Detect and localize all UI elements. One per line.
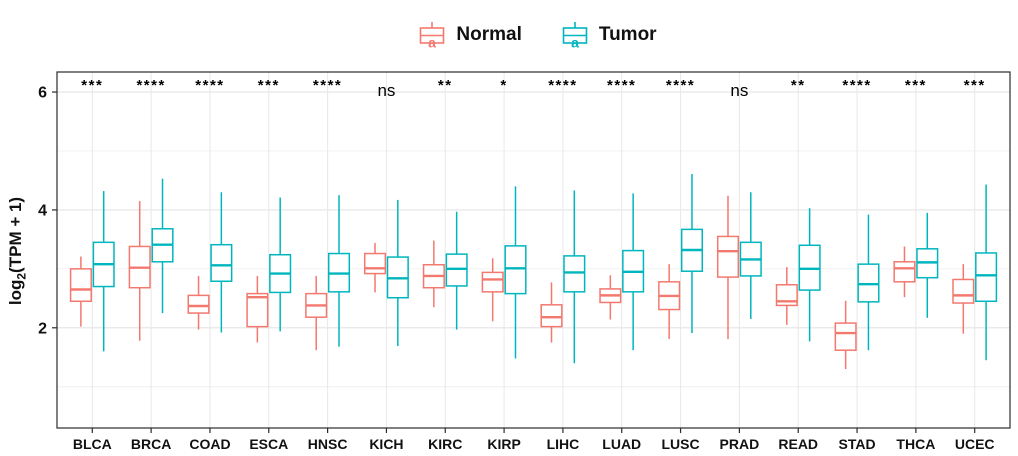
significance-label: **** (842, 77, 871, 94)
significance-label: **** (313, 77, 342, 94)
significance-label: **** (195, 77, 224, 94)
significance-label: * (500, 77, 507, 94)
x-axis-category-label: KIRP (487, 436, 520, 452)
y-tick-label: 6 (38, 85, 47, 102)
legend-label-tumor: Tumor (598, 24, 657, 45)
boxplot-box (363, 252, 387, 275)
legend-item-tumor: a Tumor (560, 20, 657, 50)
boxplot-box (716, 235, 740, 278)
legend-item-normal: a Normal (417, 20, 522, 51)
x-axis-category-label: BLCA (73, 436, 112, 452)
significance-label: **** (548, 77, 577, 94)
boxplot-box (246, 292, 269, 328)
y-tick-label: 4 (38, 202, 47, 219)
x-axis-category-label: KIRC (428, 436, 462, 452)
x-axis-category-label: THCA (896, 436, 935, 452)
x-axis-category-label: BRCA (131, 436, 171, 452)
significance-label: *** (964, 77, 986, 94)
x-axis-category-label: READ (778, 436, 818, 452)
significance-label: **** (607, 77, 636, 94)
boxplot-box (952, 278, 975, 304)
legend-key-letter: a (429, 35, 437, 51)
boxplot-box (504, 245, 527, 295)
boxplot-box (893, 261, 916, 283)
x-axis-category-label: PRAD (720, 436, 760, 452)
legend-key-letter: a (571, 35, 579, 51)
x-axis-category-label: HNSC (308, 436, 348, 452)
normal-boxplot-key-icon: a (420, 22, 445, 51)
significance-label: *** (905, 77, 927, 94)
significance-label: ** (438, 77, 453, 94)
legend: a Normal a Tumor (28, 14, 1018, 56)
x-axis-category-label: LUAD (602, 436, 641, 452)
x-axis-category-label: LUSC (662, 436, 700, 452)
x-axis-category-label: KICH (369, 436, 403, 452)
legend-label-normal: Normal (456, 24, 522, 45)
boxplot-box (210, 243, 233, 282)
boxplot-box (563, 255, 586, 293)
significance-label: ns (730, 81, 748, 100)
significance-label: **** (666, 77, 695, 94)
x-axis-category-label: LIHC (547, 436, 580, 452)
tumor-boxplot-key-icon: a (562, 22, 588, 51)
boxplot-box (69, 268, 92, 303)
significance-label: **** (136, 77, 165, 94)
x-axis-category-label: COAD (189, 436, 230, 452)
boxplot-box (540, 304, 563, 328)
boxplot-box (481, 271, 504, 293)
boxplot-box (187, 294, 210, 314)
boxplot-box (834, 322, 857, 351)
y-tick-label: 2 (38, 320, 47, 337)
significance-label: *** (81, 77, 103, 94)
significance-label: *** (258, 77, 280, 94)
x-axis-category-label: STAD (839, 436, 876, 452)
significance-label: ns (377, 81, 395, 100)
significance-label: ** (791, 77, 806, 94)
x-axis-category-label: ESCA (249, 436, 288, 452)
panel-border (56, 71, 1011, 429)
boxplot-box (975, 252, 998, 303)
x-axis-category-label: UCEC (955, 436, 995, 452)
